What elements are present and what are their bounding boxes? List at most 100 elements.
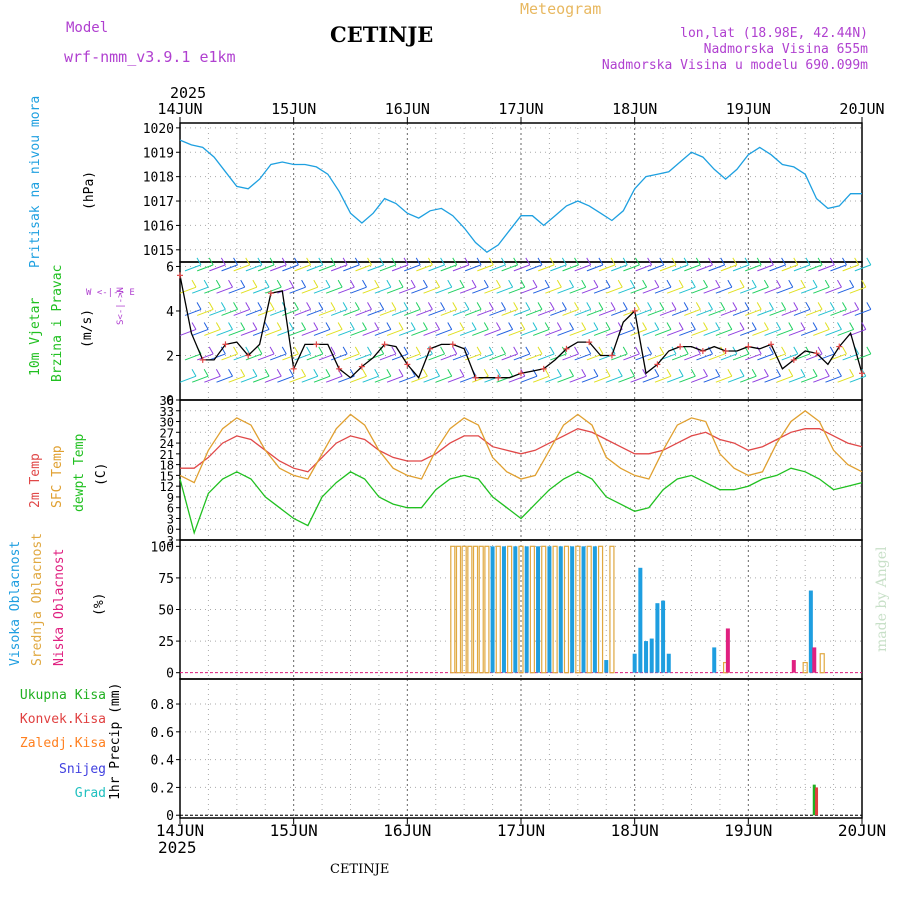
wind-barb [800, 286, 818, 294]
wind-barb [684, 264, 701, 272]
wind-barb [447, 375, 465, 383]
wind-barb-flag [354, 302, 360, 310]
wind-barb [684, 353, 701, 361]
wind-compass: W <-|-> E [86, 288, 135, 298]
wind-barb-flag [513, 302, 519, 310]
wind-barb [691, 375, 708, 383]
wind-barb [659, 264, 677, 272]
wind-barb [800, 375, 818, 383]
wind-barb [440, 308, 457, 316]
wind-barb-flag [415, 302, 421, 310]
wind-barb-flag [617, 279, 623, 288]
wind-barb [464, 308, 482, 316]
wind-barb [630, 286, 647, 294]
y-tick-label: 24 [160, 437, 174, 451]
wind-barb [240, 328, 258, 336]
wind-barb-flag [849, 279, 855, 288]
wind-barb [618, 375, 635, 383]
wind-barb [781, 353, 798, 361]
wind-barb [282, 264, 299, 272]
wind-barb-flag [306, 302, 312, 310]
wind-barb [301, 375, 318, 383]
wind-barb-flag [751, 368, 757, 377]
wind-barb-flag [549, 257, 555, 266]
wind-barb [270, 353, 287, 361]
wind-barb [732, 264, 750, 272]
mid-cloud-bar [518, 545, 524, 674]
wind-barb [654, 328, 672, 336]
wind-barb-flag [447, 279, 453, 288]
wind-barb [557, 286, 574, 294]
meteogram-title: Meteogram [520, 0, 602, 18]
wind-barb-flag [318, 257, 324, 266]
wind-barb-flag [622, 346, 628, 355]
wind-barb [313, 375, 331, 383]
wind-barb-flag [525, 302, 531, 310]
wind-barb [647, 353, 664, 361]
wind-barb-flag [763, 322, 769, 330]
wind-barb [606, 328, 623, 336]
wind-barb-flag [683, 302, 689, 310]
wind-barb [240, 286, 258, 294]
wind-barb [586, 308, 604, 316]
wind-barb-flag [379, 302, 385, 310]
wind-barb-flag [690, 368, 696, 377]
wind-barb [265, 328, 282, 336]
mid-cloud-bar [495, 545, 501, 674]
wind-barb [671, 308, 689, 316]
wind-barb [708, 308, 725, 316]
x-tick-label-top: 20JUN [839, 100, 884, 118]
wind-barb [435, 375, 452, 383]
wind-barb [671, 353, 689, 361]
wind-barb [813, 375, 830, 383]
wind-barb [221, 264, 238, 272]
mid-cloud-bar [819, 653, 825, 674]
wind-barb-flag [459, 279, 465, 288]
wind-barb-flag [727, 322, 733, 330]
wind-barb [642, 375, 659, 383]
wind-barb [581, 286, 599, 294]
wind-barb-flag [812, 368, 818, 377]
wind-barb-flag [269, 302, 275, 310]
wind-barb [611, 264, 628, 272]
wind-barb-flag [440, 346, 446, 355]
y-tick-label: 27 [160, 426, 174, 440]
wind-barb-flag [288, 322, 294, 330]
wind-barb [270, 308, 287, 316]
wind-barb [197, 308, 214, 316]
wind-barb-flag [488, 302, 494, 310]
wind-barb-flag [744, 257, 750, 266]
wind-barb [350, 375, 367, 383]
wind-barb-flag [354, 346, 360, 355]
x-tick-label-bottom: 20JUN [838, 821, 886, 840]
mid-cloud-bar [478, 545, 484, 674]
wind-barb [520, 328, 538, 336]
wind-barb [489, 353, 506, 361]
wind-barb-flag [293, 257, 299, 266]
wind-barb [647, 308, 664, 316]
wind-barb [472, 328, 489, 336]
wind-barb-flag [805, 346, 811, 355]
wind-barb-flag [501, 257, 506, 266]
wind-barb [428, 353, 445, 361]
wind-barb [691, 328, 708, 336]
wind-barb-flag [191, 279, 197, 288]
wind-barb [813, 286, 830, 294]
mid-cloud-bar [586, 545, 592, 674]
wind-barb-flag [581, 279, 587, 288]
wind-barb [781, 308, 798, 316]
wind-barb [837, 328, 854, 336]
mid-cloud-bar [563, 545, 570, 674]
wind-barb-flag [447, 322, 453, 330]
wind-barb [184, 353, 202, 361]
mid-cloud-bar [450, 545, 456, 674]
wind-barb [265, 375, 282, 383]
y-tick-label: 6 [167, 502, 174, 516]
wind-barb-flag [659, 257, 665, 266]
wind-barb [192, 328, 209, 336]
wind-barb-flag [435, 368, 441, 377]
wind-barb-flag [483, 279, 489, 288]
sfc-temp-line [179, 409, 863, 484]
wind-barb-flag [549, 302, 555, 310]
wind-barb-flag [824, 322, 830, 330]
